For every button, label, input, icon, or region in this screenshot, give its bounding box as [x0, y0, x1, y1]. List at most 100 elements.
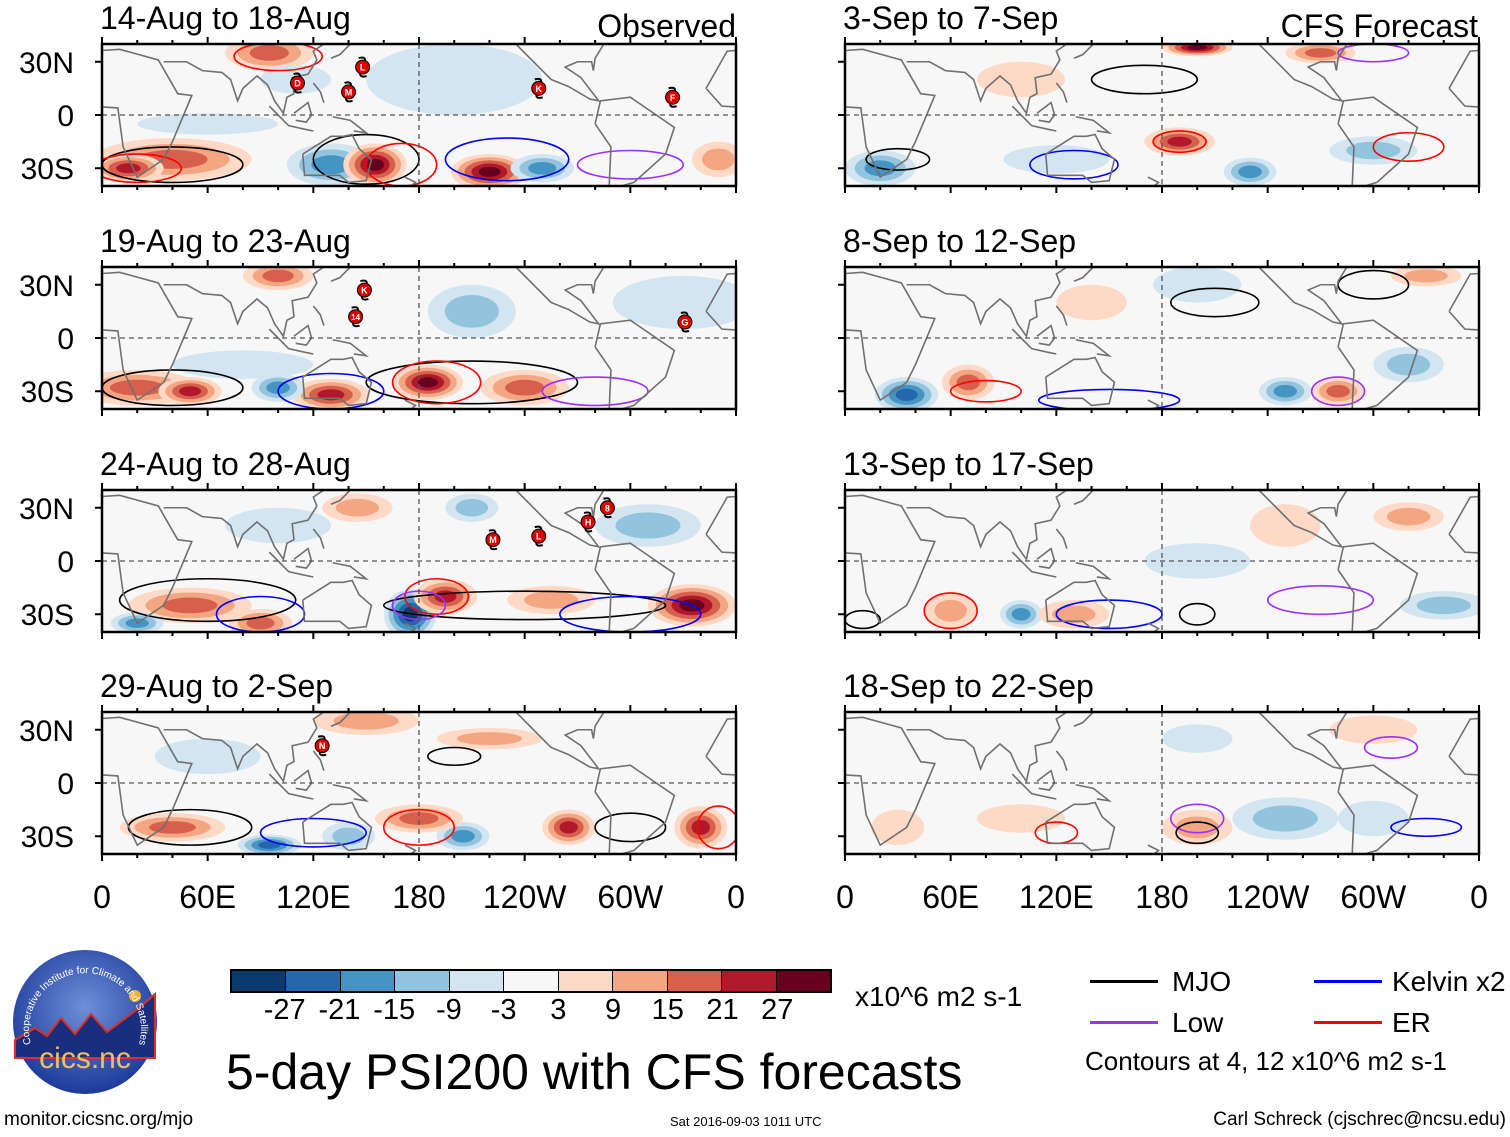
- tropical-cyclone-marker: N: [314, 735, 330, 757]
- colorbar-label: -21: [318, 994, 361, 1026]
- panel-title-forecast-4: 18-Sep to 22-Sep: [843, 668, 1094, 704]
- coastlines: [845, 267, 1479, 409]
- colorbar-swatch: [286, 971, 341, 991]
- coastline: [906, 44, 1068, 116]
- contour-line: [559, 595, 702, 632]
- storm-label: M: [345, 87, 353, 97]
- coastline: [1073, 44, 1094, 59]
- coastline: [515, 712, 605, 771]
- coastline: [1337, 542, 1419, 632]
- anomaly-blob: [1386, 507, 1431, 526]
- lon-label: 60W: [1340, 879, 1407, 915]
- wave-contours: [865, 44, 1445, 180]
- coastline: [301, 356, 373, 407]
- coastline: [268, 773, 314, 800]
- coastline: [312, 305, 325, 326]
- anomaly-blob: [1273, 384, 1298, 398]
- lon-label: 120W: [482, 879, 567, 915]
- contour-line: [382, 808, 456, 846]
- coastlines: [102, 267, 736, 409]
- coastline: [906, 267, 1068, 339]
- contour-line: [259, 817, 367, 848]
- lat-label: 30S: [20, 376, 74, 409]
- coastline: [1147, 844, 1160, 854]
- storm-label: K: [361, 286, 368, 296]
- lon-label: 120W: [1225, 879, 1310, 915]
- coastline: [102, 716, 193, 847]
- panel-title-observed-2: 19-Aug to 23-Aug: [100, 223, 351, 259]
- anomaly-blob: [977, 61, 1066, 98]
- coastline: [301, 133, 373, 184]
- coastline: [1337, 764, 1419, 854]
- coastline: [301, 801, 373, 852]
- colorbar-swatch: [558, 971, 614, 991]
- anomaly-blob: [434, 590, 457, 603]
- map-panel-observed-2: K 14 G: [92, 257, 746, 419]
- contours-note: Contours at 4, 12 x10^6 m2 s-1: [1085, 1046, 1447, 1076]
- colorbar-swatch: [340, 971, 396, 991]
- coastlines: [102, 44, 736, 186]
- lon-label: 0: [93, 879, 111, 915]
- contour-line: [576, 149, 684, 180]
- storm-label: 14: [351, 313, 360, 322]
- colorbar-label: -27: [263, 994, 306, 1026]
- coastline: [845, 271, 936, 402]
- legend-label-low: Low: [1172, 1007, 1224, 1038]
- anomaly-blob: [225, 507, 331, 544]
- tropical-cyclone-marker: M: [485, 529, 501, 551]
- anomaly-blob: [179, 386, 202, 397]
- coastline: [515, 44, 605, 103]
- anomaly-blob: [1326, 384, 1350, 398]
- anomaly-blob: [249, 44, 289, 61]
- anomaly-blob: [1304, 48, 1337, 58]
- anomaly-blob: [934, 599, 967, 622]
- anomaly-blob: [451, 829, 475, 843]
- tropical-cyclone-marker: 14: [348, 306, 364, 328]
- lon-label: 60W: [597, 879, 664, 915]
- anomaly-shading: [119, 712, 728, 854]
- wave-contours: [127, 746, 736, 850]
- cics-logo[interactable]: Cooperative Institute for Climate and Sa…: [11, 948, 159, 1101]
- anomaly-blob: [444, 294, 499, 328]
- anomaly-blob: [148, 821, 196, 834]
- coastline: [1073, 267, 1094, 282]
- coastline: [163, 712, 325, 784]
- coastline: [1073, 712, 1094, 727]
- lat-label: 0: [57, 546, 74, 579]
- legend-line-kelvin: [1314, 980, 1382, 983]
- contour-line: [391, 360, 482, 405]
- contour-line: [865, 147, 931, 171]
- panel-title-forecast-3: 13-Sep to 17-Sep: [843, 446, 1094, 482]
- anomaly-blob: [1416, 596, 1471, 615]
- coastline: [1055, 305, 1068, 326]
- coastline: [594, 319, 676, 409]
- storm-label: G: [681, 318, 688, 328]
- coastline: [594, 542, 676, 632]
- lat-label: 0: [57, 768, 74, 801]
- coastline: [332, 115, 370, 134]
- coastline: [330, 490, 351, 505]
- map-panel-forecast-2: [835, 257, 1489, 419]
- coastline: [404, 844, 417, 854]
- map-panel-observed-3: M L H 8: [92, 480, 746, 642]
- storm-label: H: [585, 517, 592, 527]
- coastline: [1258, 267, 1348, 326]
- coastline: [330, 44, 351, 59]
- contour-line: [102, 369, 244, 407]
- anomaly-blob: [162, 597, 218, 614]
- coastline: [845, 48, 936, 179]
- anomaly-blob: [1404, 269, 1448, 283]
- coastline: [1011, 551, 1057, 578]
- coastline: [1258, 490, 1348, 549]
- tropical-cyclone-marker: D: [289, 72, 305, 94]
- anomaly-blob: [1056, 284, 1127, 321]
- lon-label: 120E: [275, 879, 351, 915]
- anomaly-blob: [1252, 805, 1318, 832]
- coastline: [312, 750, 325, 771]
- anomaly-blob: [1162, 724, 1233, 753]
- coastline: [330, 267, 351, 282]
- coastline: [1337, 319, 1419, 409]
- coastline: [1147, 622, 1160, 632]
- contour-line: [923, 592, 978, 630]
- anomaly-blob: [266, 381, 290, 395]
